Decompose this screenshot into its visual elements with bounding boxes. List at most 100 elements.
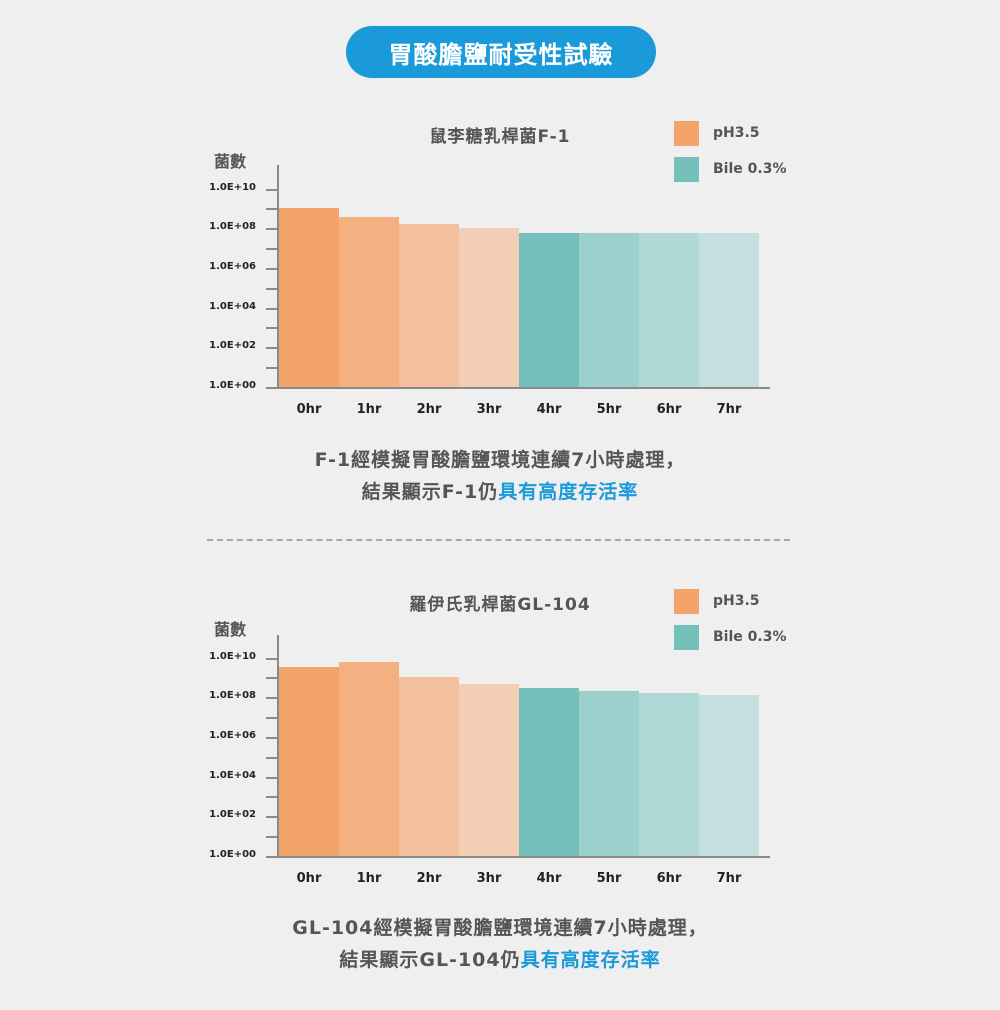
y-tick	[266, 308, 277, 310]
bar-0hr	[279, 667, 339, 856]
x-axis-line	[277, 856, 770, 858]
legend-swatch-teal	[674, 156, 699, 182]
x-tick-label: 4hr	[536, 871, 562, 886]
chart-gl104: 羅伊氏乳桿菌GL-104 菌數 pH3.5 Bile 0.3% GL-104經模…	[0, 588, 1000, 1010]
chart-caption: GL-104經模擬胃酸膽鹽環境連續7小時處理， 結果顯示GL-104仍具有高度存…	[0, 912, 1000, 976]
legend-label: Bile 0.3%	[713, 161, 787, 177]
bar-6hr	[639, 693, 699, 856]
y-tick-label: 1.0E+02	[209, 809, 256, 820]
y-tick	[266, 387, 277, 389]
dashed-divider	[207, 539, 790, 541]
bar-5hr	[579, 233, 639, 387]
chart-f1: 鼠李糖乳桿菌F-1 菌數 pH3.5 Bile 0.3% F-1經模擬胃酸膽鹽環…	[0, 120, 1000, 540]
y-tick	[266, 697, 277, 699]
caption-highlight: 具有高度存活率	[520, 949, 661, 971]
y-tick	[266, 658, 277, 660]
legend-swatch-orange	[674, 588, 699, 614]
caption-prefix: 結果顯示F-1仍	[361, 481, 499, 503]
bar-4hr	[519, 233, 579, 387]
bar-7hr	[699, 233, 759, 387]
caption-line-2: 結果顯示GL-104仍具有高度存活率	[0, 944, 1000, 976]
y-tick	[266, 816, 277, 818]
y-tick	[266, 367, 277, 369]
legend-label: pH3.5	[713, 593, 760, 609]
y-tick	[266, 836, 277, 838]
legend-item-bile: Bile 0.3%	[674, 156, 786, 182]
bar-2hr	[399, 224, 459, 387]
y-tick	[266, 347, 277, 349]
bar-3hr	[459, 684, 519, 856]
y-tick	[266, 796, 277, 798]
x-tick-label: 5hr	[596, 871, 622, 886]
x-tick-label: 3hr	[476, 402, 502, 417]
y-tick	[266, 268, 277, 270]
y-tick	[266, 189, 277, 191]
y-tick-label: 1.0E+06	[209, 730, 256, 741]
y-tick-label: 1.0E+08	[209, 221, 256, 232]
y-tick-label: 1.0E+06	[209, 261, 256, 272]
y-tick-label: 1.0E+04	[209, 770, 256, 781]
y-tick	[266, 288, 277, 290]
x-tick-label: 7hr	[716, 871, 742, 886]
legend-item-ph: pH3.5	[674, 120, 786, 146]
bar-7hr	[699, 695, 759, 856]
caption-prefix: 結果顯示GL-104仍	[339, 949, 521, 971]
bar-4hr	[519, 688, 579, 856]
y-tick-label: 1.0E+00	[209, 380, 256, 391]
y-tick-label: 1.0E+02	[209, 340, 256, 351]
x-tick-label: 0hr	[296, 871, 322, 886]
x-tick-label: 2hr	[416, 871, 442, 886]
y-axis-label: 菌數	[214, 620, 247, 639]
caption-line-2: 結果顯示F-1仍具有高度存活率	[0, 476, 1000, 508]
legend: pH3.5 Bile 0.3%	[674, 120, 786, 192]
x-tick-label: 4hr	[536, 402, 562, 417]
y-tick	[266, 777, 277, 779]
legend-swatch-orange	[674, 120, 699, 146]
y-tick	[266, 327, 277, 329]
x-axis-line	[277, 387, 770, 389]
y-tick	[266, 248, 277, 250]
y-tick	[266, 757, 277, 759]
y-tick-label: 1.0E+00	[209, 849, 256, 860]
x-tick-label: 5hr	[596, 402, 622, 417]
y-tick-label: 1.0E+08	[209, 690, 256, 701]
chart-caption: F-1經模擬胃酸膽鹽環境連續7小時處理， 結果顯示F-1仍具有高度存活率	[0, 444, 1000, 508]
x-tick-label: 1hr	[356, 402, 382, 417]
bar-5hr	[579, 691, 639, 856]
y-tick	[266, 717, 277, 719]
y-tick	[266, 228, 277, 230]
y-tick	[266, 208, 277, 210]
chart-title: 鼠李糖乳桿菌F-1	[429, 127, 571, 147]
legend-item-bile: Bile 0.3%	[674, 624, 786, 650]
y-tick-label: 1.0E+10	[209, 182, 256, 193]
x-tick-label: 3hr	[476, 871, 502, 886]
y-axis-line	[277, 165, 279, 389]
x-tick-label: 0hr	[296, 402, 322, 417]
bar-3hr	[459, 228, 519, 387]
legend-label: Bile 0.3%	[713, 629, 787, 645]
x-tick-label: 1hr	[356, 871, 382, 886]
x-tick-label: 6hr	[656, 871, 682, 886]
caption-line-1: F-1經模擬胃酸膽鹽環境連續7小時處理，	[314, 449, 686, 471]
y-tick	[266, 737, 277, 739]
bar-0hr	[279, 208, 339, 387]
x-tick-label: 6hr	[656, 402, 682, 417]
y-tick-label: 1.0E+04	[209, 301, 256, 312]
legend: pH3.5 Bile 0.3%	[674, 588, 786, 660]
legend-swatch-teal	[674, 624, 699, 650]
y-axis-label: 菌數	[214, 152, 247, 171]
bar-1hr	[339, 662, 399, 856]
x-tick-label: 7hr	[716, 402, 742, 417]
y-tick	[266, 856, 277, 858]
y-tick	[266, 677, 277, 679]
chart-title: 羅伊氏乳桿菌GL-104	[409, 595, 591, 615]
bar-1hr	[339, 217, 399, 387]
bar-2hr	[399, 677, 459, 856]
x-tick-label: 2hr	[416, 402, 442, 417]
legend-label: pH3.5	[713, 125, 760, 141]
page-title: 胃酸膽鹽耐受性試驗	[346, 26, 656, 78]
legend-item-ph: pH3.5	[674, 588, 786, 614]
caption-highlight: 具有高度存活率	[498, 481, 639, 503]
y-axis-line	[277, 635, 279, 858]
bar-6hr	[639, 233, 699, 387]
